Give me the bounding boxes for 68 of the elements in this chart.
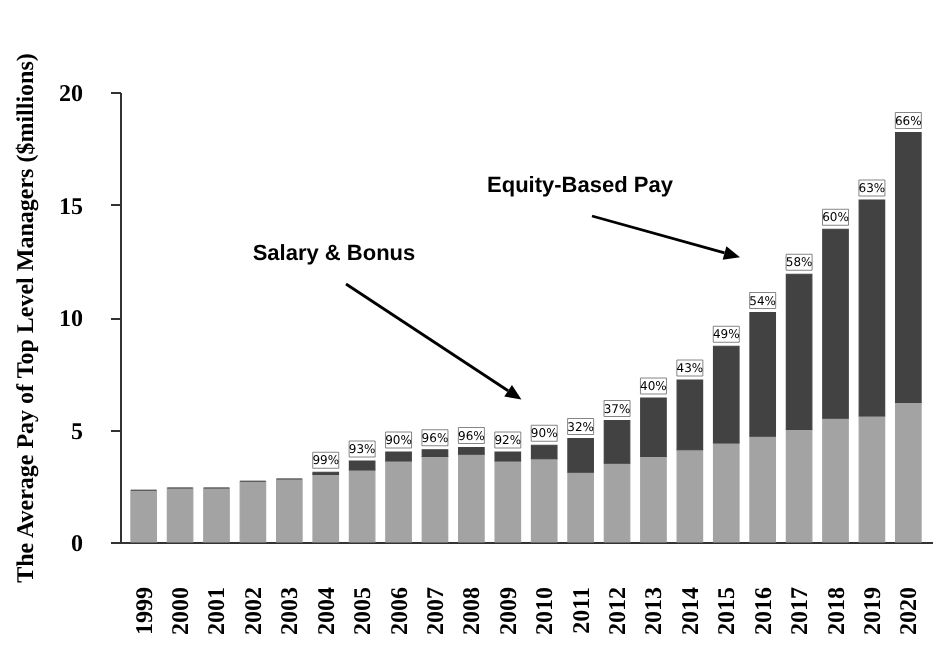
x-tick-label: 2011 xyxy=(566,587,595,634)
bar xyxy=(421,449,449,458)
y-tick-label: 15 xyxy=(59,191,83,220)
bar xyxy=(822,228,849,419)
x-tick-label: 2003 xyxy=(275,587,304,635)
x-tick-label: 2002 xyxy=(238,587,267,635)
x-tick-label: 2015 xyxy=(712,587,741,635)
x-tick-label: 2016 xyxy=(748,587,777,635)
x-tick-label: 2001 xyxy=(202,587,231,635)
x-tick-label: 2010 xyxy=(530,587,559,635)
x-tick-label: 2018 xyxy=(821,587,850,635)
bar xyxy=(822,417,849,543)
x-tick-label: 2012 xyxy=(603,587,632,635)
bar xyxy=(785,273,813,431)
bar xyxy=(567,437,594,473)
bar xyxy=(239,480,267,543)
bar xyxy=(749,311,777,437)
x-tick-label: 2004 xyxy=(311,587,340,635)
bar xyxy=(348,469,376,543)
x-tick-label: 2009 xyxy=(493,587,522,635)
bar xyxy=(712,345,740,444)
bar xyxy=(385,451,412,462)
bar xyxy=(785,428,813,543)
bar xyxy=(858,415,886,543)
bar xyxy=(603,419,631,464)
x-tick-label: 2020 xyxy=(894,587,923,635)
x-tick-label: 2007 xyxy=(420,587,449,635)
x-tick-label: 2019 xyxy=(857,587,886,635)
bar xyxy=(348,460,376,471)
bar xyxy=(603,462,631,543)
bar xyxy=(749,435,777,543)
y-tick-label: 10 xyxy=(59,304,83,332)
y-tick-label: 0 xyxy=(71,529,83,557)
y-tick-label: 20 xyxy=(59,79,83,107)
bar xyxy=(676,379,704,451)
y-axis-title: The Average Pay of Top Level Managers ($millions) xyxy=(11,53,39,583)
x-tick-label: 2005 xyxy=(348,587,377,635)
bar xyxy=(312,473,340,543)
bar xyxy=(458,446,485,455)
bar xyxy=(203,487,230,543)
bar xyxy=(130,489,158,543)
x-tick-label: 2006 xyxy=(384,587,413,635)
bar xyxy=(712,442,740,543)
annotation: Salary & Bonus xyxy=(252,242,416,266)
bar xyxy=(567,471,594,543)
x-tick-label: 2013 xyxy=(639,587,668,635)
bar xyxy=(894,131,922,404)
bar xyxy=(458,453,485,543)
bar xyxy=(530,458,558,543)
x-tick-label: 2017 xyxy=(785,587,814,635)
x-tick-label: 2008 xyxy=(457,587,486,635)
bar xyxy=(385,460,412,543)
annotation: Equity-Based Pay xyxy=(487,174,675,198)
bar xyxy=(166,487,194,543)
bar xyxy=(894,401,922,543)
y-tick-label: 5 xyxy=(71,416,83,445)
bar xyxy=(640,455,667,543)
x-tick-label: 1999 xyxy=(129,587,158,635)
bar xyxy=(530,444,558,460)
x-tick-label: 2014 xyxy=(675,587,704,635)
bar xyxy=(640,397,667,458)
bar xyxy=(421,455,449,543)
bar xyxy=(494,451,522,462)
bar xyxy=(275,478,303,543)
x-tick-label: 2000 xyxy=(166,587,195,635)
bar xyxy=(858,199,886,417)
bar xyxy=(676,449,704,543)
bar xyxy=(494,460,522,543)
